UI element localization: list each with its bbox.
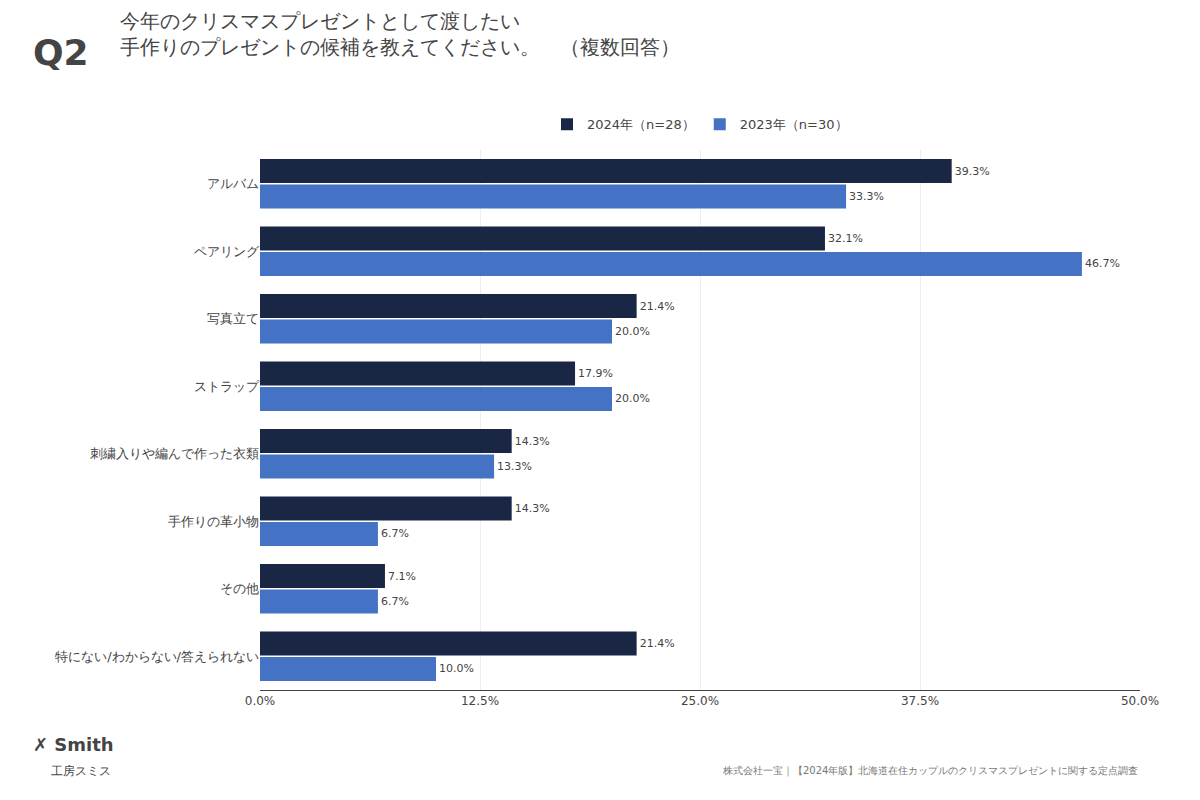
svg-text:2024年（n=28）: 2024年（n=28） bbox=[587, 117, 695, 132]
svg-text:46.7%: 46.7% bbox=[1085, 257, 1120, 270]
svg-text:32.1%: 32.1% bbox=[828, 232, 863, 245]
svg-text:株式会社一宝｜【2024年版】北海道在住カップルのクリスマス: 株式会社一宝｜【2024年版】北海道在住カップルのクリスマスプレゼントに関する定… bbox=[722, 765, 1138, 777]
svg-text:20.0%: 20.0% bbox=[615, 325, 650, 338]
svg-text:37.5%: 37.5% bbox=[901, 694, 939, 708]
svg-text:写真立て: 写真立て bbox=[207, 311, 259, 326]
svg-text:7.1%: 7.1% bbox=[388, 570, 416, 583]
svg-text:6.7%: 6.7% bbox=[381, 595, 409, 608]
svg-text:50.0%: 50.0% bbox=[1121, 694, 1159, 708]
svg-text:今年のクリスマスプレゼントとして渡したい手作りのプレゼントの: 今年のクリスマスプレゼントとして渡したい手作りのプレゼントの候補を教えてください… bbox=[120, 9, 680, 59]
svg-text:17.9%: 17.9% bbox=[578, 367, 613, 380]
svg-text:39.3%: 39.3% bbox=[955, 165, 990, 178]
svg-text:20.0%: 20.0% bbox=[615, 392, 650, 405]
svg-text:13.3%: 13.3% bbox=[497, 460, 532, 473]
svg-text:25.0%: 25.0% bbox=[681, 694, 719, 708]
svg-text:0.0%: 0.0% bbox=[245, 694, 276, 708]
svg-text:14.3%: 14.3% bbox=[515, 435, 550, 448]
svg-text:特にない/わからない/答えられない: 特にない/わからない/答えられない bbox=[55, 649, 259, 664]
svg-text:33.3%: 33.3% bbox=[849, 190, 884, 203]
svg-text:2023年（n=30）: 2023年（n=30） bbox=[740, 117, 848, 132]
svg-text:6.7%: 6.7% bbox=[381, 527, 409, 540]
svg-text:14.3%: 14.3% bbox=[515, 502, 550, 515]
svg-text:21.4%: 21.4% bbox=[640, 637, 675, 650]
svg-text:刺繍入りや編んで作った衣類: 刺繍入りや編んで作った衣類 bbox=[90, 446, 259, 461]
svg-text:工房スミス: 工房スミス bbox=[51, 764, 111, 778]
svg-text:✗ Smith: ✗ Smith bbox=[33, 734, 114, 755]
svg-text:12.5%: 12.5% bbox=[461, 694, 499, 708]
svg-text:手作りの革小物: 手作りの革小物 bbox=[168, 514, 259, 529]
svg-text:ストラップ: ストラップ bbox=[194, 379, 260, 394]
svg-text:10.0%: 10.0% bbox=[439, 662, 474, 675]
svg-text:ペアリング: ペアリング bbox=[194, 244, 260, 259]
svg-text:その他: その他 bbox=[220, 581, 259, 596]
svg-text:21.4%: 21.4% bbox=[640, 300, 675, 313]
svg-text:アルバム: アルバム bbox=[207, 176, 259, 191]
svg-text:Q2: Q2 bbox=[33, 32, 89, 73]
